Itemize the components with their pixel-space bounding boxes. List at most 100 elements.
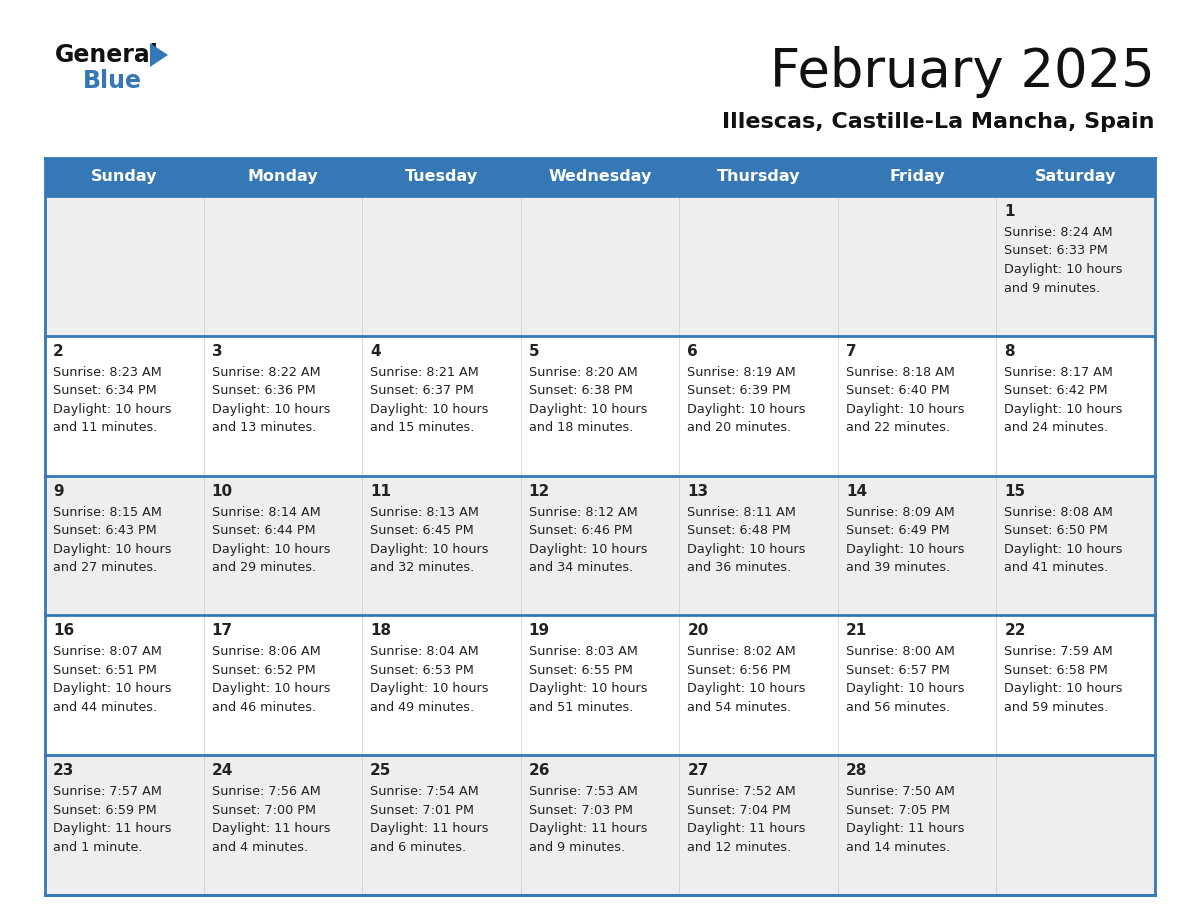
Text: 2: 2 bbox=[53, 344, 64, 359]
Text: Daylight: 10 hours: Daylight: 10 hours bbox=[529, 682, 647, 696]
Text: Sunset: 6:44 PM: Sunset: 6:44 PM bbox=[211, 524, 315, 537]
Text: Sunrise: 7:54 AM: Sunrise: 7:54 AM bbox=[371, 785, 479, 798]
Text: Sunset: 6:39 PM: Sunset: 6:39 PM bbox=[688, 385, 791, 397]
Text: 4: 4 bbox=[371, 344, 381, 359]
Text: 25: 25 bbox=[371, 763, 392, 778]
Text: February 2025: February 2025 bbox=[770, 46, 1155, 98]
Text: Sunset: 6:33 PM: Sunset: 6:33 PM bbox=[1004, 244, 1108, 258]
Text: Wednesday: Wednesday bbox=[549, 170, 652, 185]
Text: 9: 9 bbox=[53, 484, 64, 498]
Text: 12: 12 bbox=[529, 484, 550, 498]
Polygon shape bbox=[150, 43, 168, 67]
Text: Sunrise: 8:17 AM: Sunrise: 8:17 AM bbox=[1004, 365, 1113, 379]
Text: Daylight: 10 hours: Daylight: 10 hours bbox=[211, 543, 330, 555]
Text: Sunrise: 8:12 AM: Sunrise: 8:12 AM bbox=[529, 506, 638, 519]
Text: Daylight: 10 hours: Daylight: 10 hours bbox=[688, 682, 805, 696]
Text: Sunrise: 8:21 AM: Sunrise: 8:21 AM bbox=[371, 365, 479, 379]
Text: Sunset: 6:46 PM: Sunset: 6:46 PM bbox=[529, 524, 632, 537]
Text: Sunrise: 8:14 AM: Sunrise: 8:14 AM bbox=[211, 506, 321, 519]
Text: and 9 minutes.: and 9 minutes. bbox=[1004, 282, 1100, 295]
Text: Sunset: 6:57 PM: Sunset: 6:57 PM bbox=[846, 664, 949, 677]
Text: Daylight: 10 hours: Daylight: 10 hours bbox=[371, 682, 488, 696]
Text: Daylight: 10 hours: Daylight: 10 hours bbox=[529, 403, 647, 416]
Text: and 1 minute.: and 1 minute. bbox=[53, 841, 143, 854]
Text: Daylight: 10 hours: Daylight: 10 hours bbox=[211, 403, 330, 416]
Text: Sunrise: 7:57 AM: Sunrise: 7:57 AM bbox=[53, 785, 162, 798]
Text: Daylight: 10 hours: Daylight: 10 hours bbox=[371, 543, 488, 555]
Text: Daylight: 10 hours: Daylight: 10 hours bbox=[53, 403, 171, 416]
Text: Sunset: 6:40 PM: Sunset: 6:40 PM bbox=[846, 385, 949, 397]
Text: Saturday: Saturday bbox=[1035, 170, 1117, 185]
Text: and 54 minutes.: and 54 minutes. bbox=[688, 701, 791, 714]
Text: and 24 minutes.: and 24 minutes. bbox=[1004, 421, 1108, 434]
Text: and 36 minutes.: and 36 minutes. bbox=[688, 561, 791, 574]
Text: Daylight: 10 hours: Daylight: 10 hours bbox=[53, 543, 171, 555]
Text: and 41 minutes.: and 41 minutes. bbox=[1004, 561, 1108, 574]
Text: Sunrise: 8:11 AM: Sunrise: 8:11 AM bbox=[688, 506, 796, 519]
Text: Sunrise: 7:50 AM: Sunrise: 7:50 AM bbox=[846, 785, 955, 798]
Text: 6: 6 bbox=[688, 344, 699, 359]
Text: Sunset: 6:59 PM: Sunset: 6:59 PM bbox=[53, 803, 157, 817]
Text: Sunrise: 8:03 AM: Sunrise: 8:03 AM bbox=[529, 645, 638, 658]
Text: Daylight: 10 hours: Daylight: 10 hours bbox=[1004, 403, 1123, 416]
Text: Sunset: 7:01 PM: Sunset: 7:01 PM bbox=[371, 803, 474, 817]
Text: 14: 14 bbox=[846, 484, 867, 498]
Text: Blue: Blue bbox=[83, 69, 143, 93]
Text: 27: 27 bbox=[688, 763, 709, 778]
Text: General: General bbox=[55, 43, 159, 67]
Text: Daylight: 10 hours: Daylight: 10 hours bbox=[1004, 682, 1123, 696]
Text: 5: 5 bbox=[529, 344, 539, 359]
Text: and 44 minutes.: and 44 minutes. bbox=[53, 701, 157, 714]
Text: Sunset: 6:52 PM: Sunset: 6:52 PM bbox=[211, 664, 315, 677]
Text: Sunset: 6:38 PM: Sunset: 6:38 PM bbox=[529, 385, 632, 397]
Text: and 14 minutes.: and 14 minutes. bbox=[846, 841, 950, 854]
Text: Sunrise: 8:09 AM: Sunrise: 8:09 AM bbox=[846, 506, 955, 519]
Text: Sunset: 6:43 PM: Sunset: 6:43 PM bbox=[53, 524, 157, 537]
Bar bbox=[45, 756, 1155, 895]
Text: Sunrise: 8:15 AM: Sunrise: 8:15 AM bbox=[53, 506, 162, 519]
Text: 22: 22 bbox=[1004, 623, 1026, 638]
Text: Daylight: 11 hours: Daylight: 11 hours bbox=[529, 823, 647, 835]
Text: Sunset: 6:58 PM: Sunset: 6:58 PM bbox=[1004, 664, 1108, 677]
Text: 3: 3 bbox=[211, 344, 222, 359]
Text: Daylight: 10 hours: Daylight: 10 hours bbox=[688, 543, 805, 555]
Text: Daylight: 11 hours: Daylight: 11 hours bbox=[371, 823, 488, 835]
Text: Sunrise: 8:07 AM: Sunrise: 8:07 AM bbox=[53, 645, 162, 658]
Text: Daylight: 11 hours: Daylight: 11 hours bbox=[211, 823, 330, 835]
Bar bbox=[45, 476, 1155, 615]
Text: Sunrise: 8:19 AM: Sunrise: 8:19 AM bbox=[688, 365, 796, 379]
Text: Sunset: 6:49 PM: Sunset: 6:49 PM bbox=[846, 524, 949, 537]
Text: 24: 24 bbox=[211, 763, 233, 778]
Text: and 34 minutes.: and 34 minutes. bbox=[529, 561, 633, 574]
Text: Sunset: 7:05 PM: Sunset: 7:05 PM bbox=[846, 803, 950, 817]
Text: and 22 minutes.: and 22 minutes. bbox=[846, 421, 950, 434]
Bar bbox=[45, 615, 1155, 756]
Text: Sunset: 6:53 PM: Sunset: 6:53 PM bbox=[371, 664, 474, 677]
Text: Daylight: 10 hours: Daylight: 10 hours bbox=[529, 543, 647, 555]
Text: 21: 21 bbox=[846, 623, 867, 638]
Text: Sunrise: 7:53 AM: Sunrise: 7:53 AM bbox=[529, 785, 638, 798]
Text: Sunset: 7:04 PM: Sunset: 7:04 PM bbox=[688, 803, 791, 817]
Text: Sunrise: 8:22 AM: Sunrise: 8:22 AM bbox=[211, 365, 321, 379]
Text: Sunrise: 8:20 AM: Sunrise: 8:20 AM bbox=[529, 365, 638, 379]
Text: Sunset: 6:42 PM: Sunset: 6:42 PM bbox=[1004, 385, 1108, 397]
Text: Sunrise: 7:52 AM: Sunrise: 7:52 AM bbox=[688, 785, 796, 798]
Text: and 18 minutes.: and 18 minutes. bbox=[529, 421, 633, 434]
Text: Sunrise: 8:02 AM: Sunrise: 8:02 AM bbox=[688, 645, 796, 658]
Text: Sunset: 6:51 PM: Sunset: 6:51 PM bbox=[53, 664, 157, 677]
Text: 16: 16 bbox=[53, 623, 74, 638]
Text: Sunrise: 8:23 AM: Sunrise: 8:23 AM bbox=[53, 365, 162, 379]
Text: 15: 15 bbox=[1004, 484, 1025, 498]
Text: and 27 minutes.: and 27 minutes. bbox=[53, 561, 157, 574]
Text: Sunrise: 7:56 AM: Sunrise: 7:56 AM bbox=[211, 785, 321, 798]
Text: 23: 23 bbox=[53, 763, 75, 778]
Text: and 39 minutes.: and 39 minutes. bbox=[846, 561, 950, 574]
Text: Sunset: 6:45 PM: Sunset: 6:45 PM bbox=[371, 524, 474, 537]
Text: 13: 13 bbox=[688, 484, 708, 498]
Text: Daylight: 10 hours: Daylight: 10 hours bbox=[371, 403, 488, 416]
Text: Daylight: 10 hours: Daylight: 10 hours bbox=[688, 403, 805, 416]
Text: and 56 minutes.: and 56 minutes. bbox=[846, 701, 950, 714]
Text: Sunset: 6:56 PM: Sunset: 6:56 PM bbox=[688, 664, 791, 677]
Text: 1: 1 bbox=[1004, 204, 1015, 219]
Text: Sunset: 6:55 PM: Sunset: 6:55 PM bbox=[529, 664, 632, 677]
